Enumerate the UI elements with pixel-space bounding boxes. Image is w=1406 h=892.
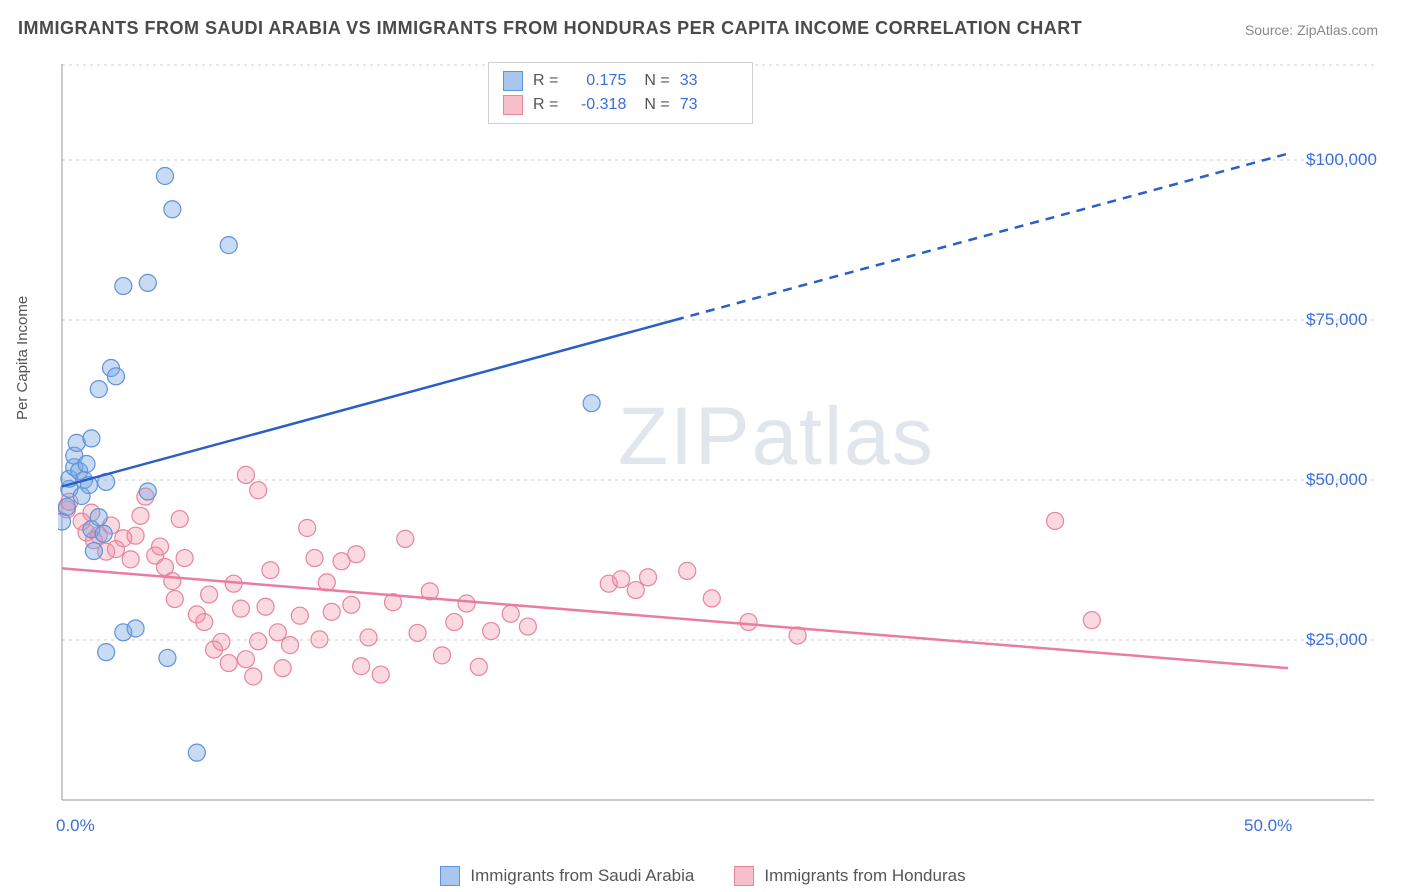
series-legend-label: Immigrants from Saudi Arabia	[470, 866, 694, 886]
scatter-svg	[58, 60, 1378, 830]
series-legend: Immigrants from Saudi Arabia Immigrants …	[0, 866, 1406, 886]
legend-swatch	[440, 866, 460, 886]
legend-n-value: 73	[680, 93, 738, 117]
legend-n-label: N =	[644, 93, 669, 117]
y-tick-label: $100,000	[1306, 150, 1377, 170]
series-legend-item: Immigrants from Saudi Arabia	[440, 866, 694, 886]
legend-r-label: R =	[533, 69, 558, 93]
stats-legend: R = 0.175 N = 33 R = -0.318 N = 73	[488, 62, 753, 124]
legend-n-value: 33	[680, 69, 738, 93]
plot-area: ZIPatlas R = 0.175 N = 33 R = -0.318 N =…	[58, 60, 1378, 830]
y-tick-label: $75,000	[1306, 310, 1367, 330]
series-legend-label: Immigrants from Honduras	[764, 866, 965, 886]
series-legend-item: Immigrants from Honduras	[734, 866, 965, 886]
legend-r-value: -0.318	[568, 93, 626, 117]
chart-title: IMMIGRANTS FROM SAUDI ARABIA VS IMMIGRAN…	[18, 18, 1082, 39]
x-tick-label: 0.0%	[56, 816, 95, 836]
y-tick-label: $25,000	[1306, 630, 1367, 650]
legend-swatch	[503, 95, 523, 115]
legend-swatch	[734, 866, 754, 886]
legend-r-label: R =	[533, 93, 558, 117]
x-tick-label: 50.0%	[1244, 816, 1292, 836]
source-attribution: Source: ZipAtlas.com	[1245, 22, 1378, 38]
legend-swatch	[503, 71, 523, 91]
legend-stat-row: R = -0.318 N = 73	[503, 93, 738, 117]
y-tick-label: $50,000	[1306, 470, 1367, 490]
y-axis-label: Per Capita Income	[14, 296, 31, 420]
legend-r-value: 0.175	[568, 69, 626, 93]
chart-container: IMMIGRANTS FROM SAUDI ARABIA VS IMMIGRAN…	[0, 0, 1406, 892]
legend-stat-row: R = 0.175 N = 33	[503, 69, 738, 93]
legend-n-label: N =	[644, 69, 669, 93]
